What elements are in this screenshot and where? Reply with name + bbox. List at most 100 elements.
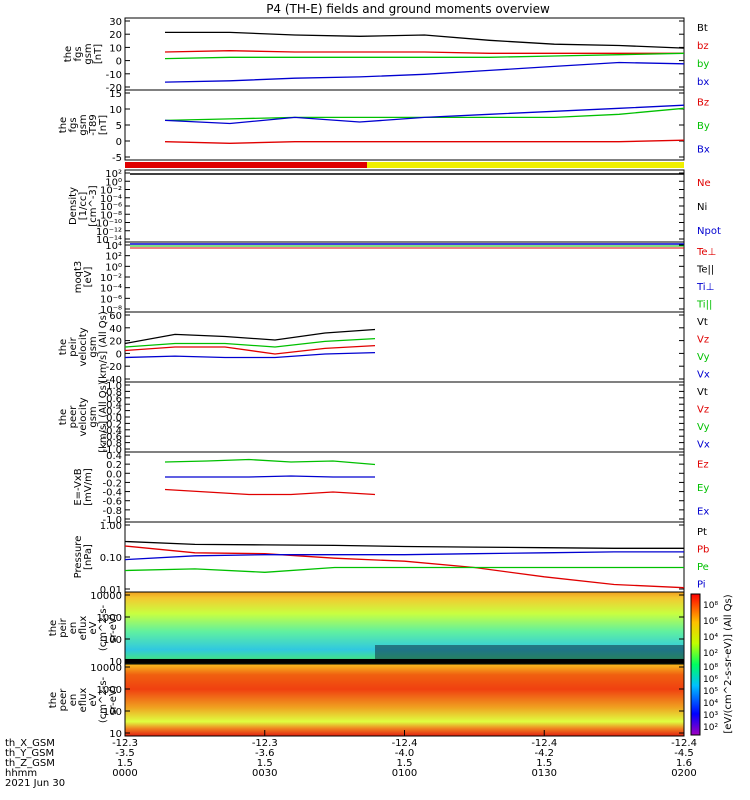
pressure-legend-blue: Pi (697, 579, 706, 590)
panel-peer_eflux: 10000 1000 100 10 the peer en eflux eV (cm^2-s-sr… (48, 663, 684, 740)
fgs_gse-ytick-label: -5 (112, 153, 122, 164)
efield-ylabel: [mV/m] (83, 468, 94, 506)
peir_velocity-ylabel: gsm (88, 336, 99, 357)
peer_velocity-ytick-label: 0.2 (106, 407, 122, 418)
peer_eflux-ylabel: peer (58, 688, 69, 712)
panel-temperature (124, 241, 685, 313)
fgs_gse-ylabel: the (58, 117, 69, 133)
colorbar-tick-label: 10⁸ (703, 663, 718, 673)
pressure-series-blue (124, 551, 684, 561)
density-legend-blue: Npot (697, 226, 721, 237)
peer_eflux-ylabel: (cm^2-s- (98, 676, 109, 723)
pressure-series-black (124, 540, 684, 549)
footer-value: 1.5 (257, 758, 273, 769)
fgs_gsm-series-blue (164, 61, 685, 83)
footer-row-label: 2021 Jun 30 (5, 778, 65, 789)
fgs_gsm-ytick-label: 0 (116, 57, 122, 68)
pressure-series-green (124, 566, 684, 573)
density-ytick-label: 10⁰ (105, 177, 122, 188)
fgs_gsm-ytick-label: -20 (106, 83, 122, 94)
colorbar-tick-label: 10⁴ (703, 699, 718, 709)
panel-fgs_gsm: 30 20 10 0 -10 -20 the fgs gsm [nT] Bt bz by bx (63, 17, 709, 94)
peir_velocity-ylabel: velocity (78, 327, 89, 366)
efield-legend-red: Ez (697, 460, 709, 471)
peir_velocity-ytick-label: 40 (109, 324, 122, 335)
efield-ytick-label: 0.4 (106, 451, 122, 462)
panel-peir_eflux: 10000 1000 100 10 the peir en eflux eV (cm^2-s-sr… (48, 591, 684, 668)
fgs_gsm-ylabel: fgs (73, 46, 84, 61)
efield-ytick-label: -0.4 (102, 488, 122, 499)
footer-row-label: th_X_GSM (5, 738, 55, 749)
peer_eflux-ytick-label: 100 (103, 707, 122, 718)
colorbar-label: [eV/(cm^2-s-sr-eV)] (All Qs) (723, 594, 734, 733)
peer_velocity-ytick-label: 0.8 (106, 387, 122, 398)
peir_eflux-ytick-label: 10 (109, 657, 122, 668)
panel-peer-velocity (124, 381, 685, 453)
panel-pressure (124, 521, 685, 593)
fgs_gsm-ytick-label: 30 (109, 17, 122, 28)
density-ylabel: [1/cc] (78, 192, 89, 221)
temperature-ytick-label: 10⁻⁶ (100, 294, 122, 305)
panel-fgs_gse: 15 10 5 0 -5 the fgs gsm -T89 [nT] Bz By Bx (58, 89, 710, 164)
density-legend-red: Ne (697, 178, 711, 189)
footer-value: -3.6 (255, 748, 275, 759)
peir_eflux-ytick-label: 100 (103, 635, 122, 646)
pressure-ylabel: [nPa] (83, 544, 94, 570)
peer_velocity-ytick-label: -0.4 (102, 426, 122, 437)
peir_velocity-legend-green: Vy (697, 352, 710, 363)
fgs_gse-series-green (164, 107, 685, 122)
x-tick-label: 0130 (532, 768, 557, 779)
colorbar-tick-label: 10² (703, 649, 718, 659)
x-tick-label: 0030 (252, 768, 277, 779)
x-tick-label: 0000 (112, 768, 137, 779)
plot-title: P4 (TH-E) fields and ground moments over… (266, 2, 550, 16)
efield-ytick-label: -0.8 (102, 506, 122, 517)
panel-fgs-gse (124, 89, 685, 161)
temperature-legend-black: Te|| (696, 264, 714, 275)
peer_eflux-ylabel: eflux (78, 688, 89, 713)
peer_velocity-legend-blue: Vx (697, 439, 710, 450)
peer_velocity-ylabel: velocity (78, 397, 89, 436)
peer_velocity-ylabel: peer (68, 405, 79, 429)
footer-value: -12.3 (112, 738, 138, 749)
fgs_gse-ylabel: fgs (68, 117, 79, 132)
fgs_gse-ytick-label: 5 (116, 121, 122, 132)
fgs_gsm-legend-red: bz (697, 41, 709, 52)
peir_eflux-ylabel: eV (88, 621, 99, 634)
peir_velocity-ytick-label: -40 (106, 375, 122, 386)
x-tick-label: 0200 (671, 768, 696, 779)
peir_velocity-series-black (124, 328, 376, 345)
peir_eflux-ylabel: the (48, 620, 59, 636)
density-legend-black: Ni (697, 202, 707, 213)
fgs_gse-legend-red: Bz (697, 98, 709, 109)
temperature-ylabel: moqt3 (73, 261, 84, 294)
panel-fgs-gsm (124, 17, 685, 91)
temperature-ytick-label: 10⁻² (100, 273, 122, 284)
peer_eflux-ylabel: sr-eV) (108, 685, 119, 714)
peir-eflux-noise (375, 645, 684, 662)
peer_velocity-ytick-label: 1.0 (106, 381, 122, 392)
efield-ytick-label: 0.0 (106, 469, 122, 480)
efield-ylabel: E=-VxB (73, 468, 84, 505)
peer-eflux-spectrogram (124, 663, 685, 737)
temperature-legend-blue: Ti⊥ (696, 282, 714, 293)
peir_velocity-legend-black: Vt (697, 317, 708, 328)
peir_velocity-ylabel: the (58, 339, 69, 355)
peir_velocity-legend-red: Vz (697, 334, 709, 345)
fgs_gse-series-blue (164, 104, 685, 125)
peer_eflux-ylabel: the (48, 692, 59, 708)
colorbar-tick-label: 10² (703, 723, 718, 733)
peer_velocity-ytick-label: 0.4 (106, 400, 122, 411)
pressure-series-red (124, 545, 685, 589)
pressure-ytick-label: 0.01 (100, 585, 122, 596)
fgs_gsm-ytick-label: -10 (106, 70, 122, 81)
peir_velocity-ytick-label: 60 (109, 311, 122, 322)
peir_velocity-ytick-label: 20 (109, 337, 122, 348)
fgs_gse-series-red (164, 139, 685, 144)
temperature-legend-green: Ti|| (696, 299, 712, 310)
efield-series-blue (165, 475, 375, 478)
peer_velocity-ytick-label: -0.8 (102, 439, 122, 450)
peir_eflux-ylabel: peir (58, 617, 69, 637)
peer_velocity-legend-red: Vz (697, 404, 709, 415)
